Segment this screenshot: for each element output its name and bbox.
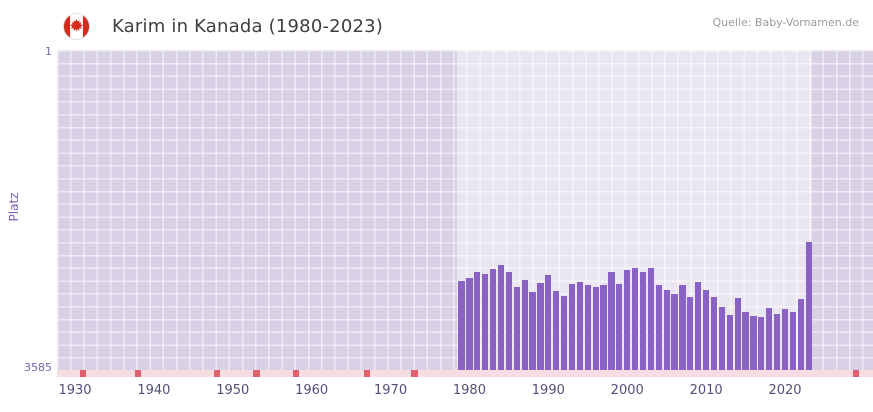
bar-1982[interactable] xyxy=(482,274,489,370)
bar-2007[interactable] xyxy=(679,285,686,370)
bar-2008[interactable] xyxy=(687,296,694,370)
bar-2016[interactable] xyxy=(750,316,757,370)
bar-2010[interactable] xyxy=(702,290,710,370)
bar-1987[interactable] xyxy=(521,279,528,370)
chart-title: Karim in Kanada (1980-2023) xyxy=(112,15,383,37)
no-data-marker-1931 xyxy=(79,370,87,377)
x-tick-1970: 1970 xyxy=(374,383,408,398)
bar-1985[interactable] xyxy=(505,272,513,370)
bars-layer xyxy=(57,50,873,370)
bar-1998[interactable] xyxy=(608,272,615,370)
x-tick-1960: 1960 xyxy=(295,383,329,398)
bar-2003[interactable] xyxy=(647,267,655,370)
bar-2009[interactable] xyxy=(695,282,702,370)
no-data-marker-1967 xyxy=(363,370,371,377)
no-data-marker-1953 xyxy=(253,370,260,377)
bar-1991[interactable] xyxy=(553,291,560,370)
no-data-marker-1973 xyxy=(411,370,418,377)
y-tick-bottom: 3585 xyxy=(24,361,52,374)
no-data-marker-2029 xyxy=(852,370,860,377)
bar-2019[interactable] xyxy=(773,313,781,370)
no-data-marker-1948 xyxy=(213,370,221,377)
bar-1979[interactable] xyxy=(458,281,465,370)
bar-2004[interactable] xyxy=(655,285,662,370)
bar-2014[interactable] xyxy=(734,298,741,370)
source-attribution: Quelle: Baby-Vornamen.de xyxy=(712,16,859,29)
no-data-marker-1938 xyxy=(134,370,142,377)
x-tick-1990: 1990 xyxy=(531,383,565,398)
bar-2020[interactable] xyxy=(781,308,789,370)
bar-2013[interactable] xyxy=(726,315,733,370)
bar-2011[interactable] xyxy=(710,296,718,370)
bar-1983[interactable] xyxy=(489,269,497,370)
bar-1999[interactable] xyxy=(616,283,623,370)
bar-2017[interactable] xyxy=(758,316,765,370)
bar-2021[interactable] xyxy=(789,312,797,370)
bar-1984[interactable] xyxy=(497,265,505,370)
plot-area: 1930 1940 1950 1960 1970 1980 1990 2000 2010 2020 xyxy=(57,50,873,398)
bar-2006[interactable] xyxy=(671,294,678,370)
bar-1986[interactable] xyxy=(513,287,520,370)
y-tick-top: 1 xyxy=(45,45,52,58)
canada-flag-icon xyxy=(63,12,90,40)
bar-2012[interactable] xyxy=(718,307,726,370)
bar-2018[interactable] xyxy=(766,307,773,370)
bar-2002[interactable] xyxy=(639,272,647,370)
bar-1980[interactable] xyxy=(466,278,473,370)
x-tick-2020: 2020 xyxy=(768,383,802,398)
x-tick-1940: 1940 xyxy=(137,383,171,398)
bar-1994[interactable] xyxy=(576,282,584,370)
bar-2015[interactable] xyxy=(742,312,749,370)
no-data-strip xyxy=(57,370,873,377)
bar-2023[interactable] xyxy=(805,241,812,370)
bar-1989[interactable] xyxy=(537,282,544,370)
bar-2005[interactable] xyxy=(663,290,670,370)
no-data-marker-1958 xyxy=(292,370,300,377)
bar-1996[interactable] xyxy=(592,287,599,370)
bar-1997[interactable] xyxy=(600,285,607,370)
x-tick-1950: 1950 xyxy=(216,383,250,398)
x-tick-1980: 1980 xyxy=(452,383,486,398)
x-tick-2000: 2000 xyxy=(610,383,644,398)
bar-1981[interactable] xyxy=(474,272,481,370)
bar-1995[interactable] xyxy=(584,285,591,370)
bar-2022[interactable] xyxy=(797,299,804,370)
bar-1988[interactable] xyxy=(529,291,536,370)
bar-1990[interactable] xyxy=(545,274,552,370)
x-tick-2010: 2010 xyxy=(689,383,723,398)
y-axis-title: Platz xyxy=(7,192,21,222)
bar-2001[interactable] xyxy=(631,267,639,370)
chart-header: Karim in Kanada (1980-2023) Quelle: Baby… xyxy=(63,6,859,46)
bar-2000[interactable] xyxy=(624,270,631,370)
x-tick-1930: 1930 xyxy=(58,383,92,398)
bar-1992[interactable] xyxy=(560,295,568,370)
bar-1993[interactable] xyxy=(568,283,576,370)
x-axis-labels: 1930 1940 1950 1960 1970 1980 1990 2000 2010 2020 xyxy=(57,370,873,400)
